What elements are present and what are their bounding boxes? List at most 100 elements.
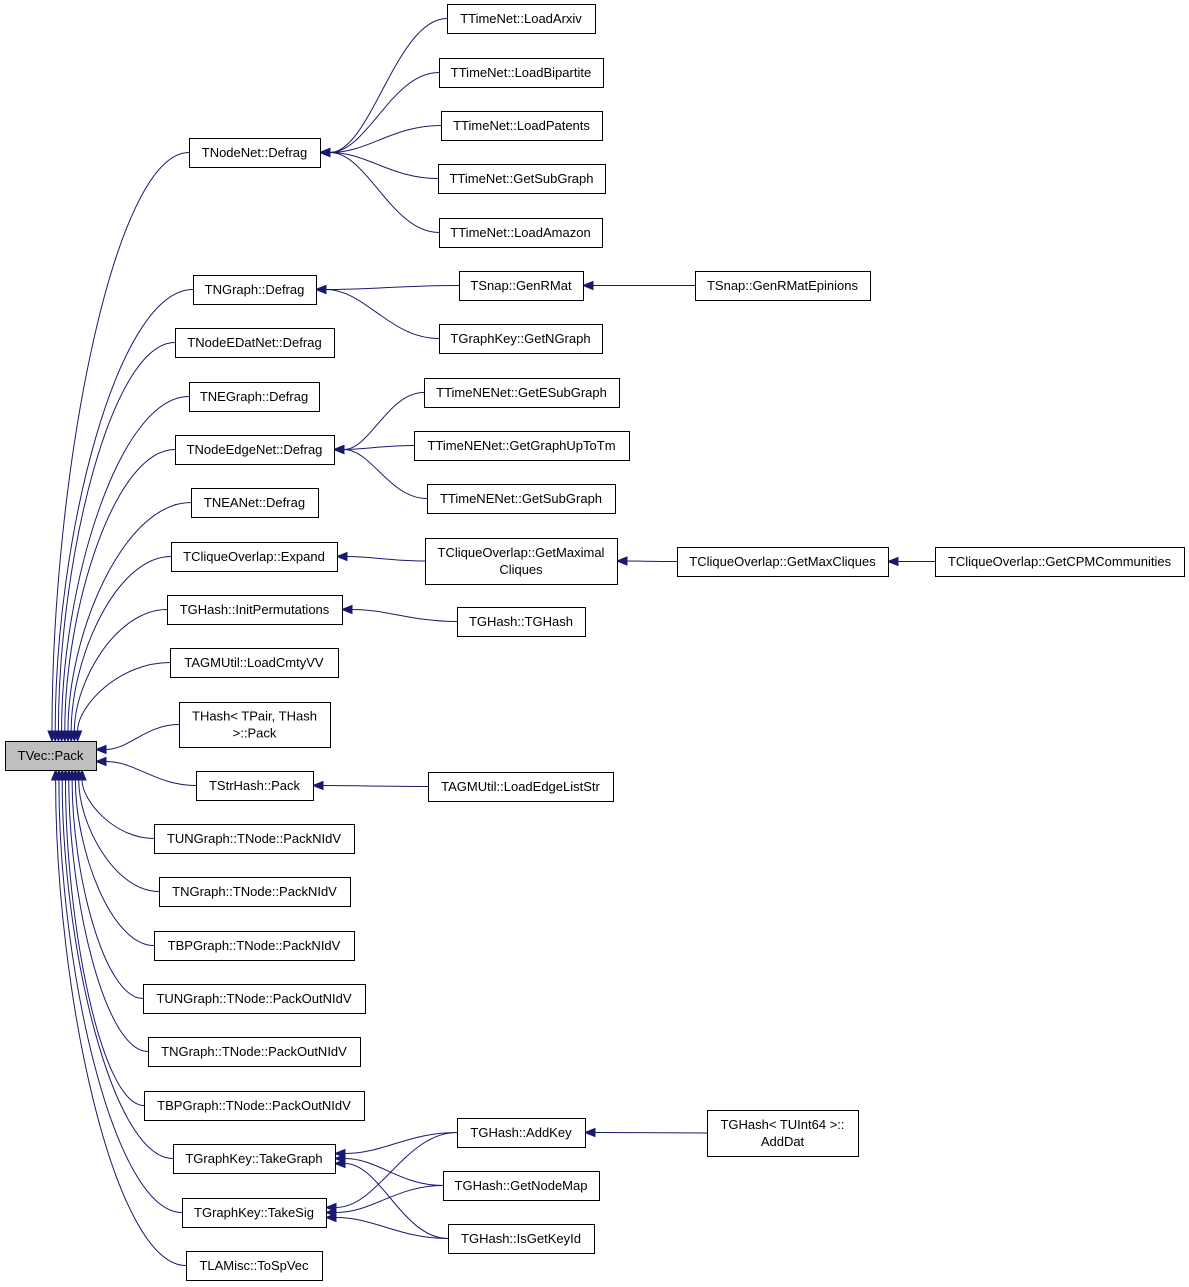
node-tnodeedatnet-defrag[interactable]: TNodeEDatNet::Defrag <box>175 328 335 358</box>
edge-tghash-tghash-arrowhead <box>340 604 353 615</box>
edge-tghash-getnodemap <box>335 1185 444 1213</box>
node-tagmutil-loadedgeliststr[interactable]: TAGMUtil::LoadEdgeListStr <box>428 772 614 802</box>
node-label: TNEGraph::Defrag <box>200 389 308 404</box>
node-box <box>427 484 616 514</box>
node-tghash-initpermutations[interactable]: TGHash::InitPermutations <box>167 595 343 625</box>
node-box <box>144 1091 365 1121</box>
edge-ttimenenet-getesubgraph <box>343 392 425 450</box>
node-box <box>707 1110 859 1157</box>
edge-tlamisc-tospvec-arrowhead <box>50 768 61 781</box>
edge-tgraphkey-takesig <box>58 779 183 1213</box>
edge-ttimenet-loadarxiv <box>329 18 448 153</box>
node-label: TGHash::AddKey <box>470 1125 572 1140</box>
node-label: TTimeNENet::GetSubGraph <box>440 491 602 506</box>
node-tneanet-defrag[interactable]: TNEANet::Defrag <box>191 488 319 518</box>
edge-tnodeedgenet-defrag <box>64 449 176 732</box>
node-label: TBPGraph::TNode::PackNIdV <box>168 938 341 953</box>
node-tgraphkey-getngraph[interactable]: TGraphKey::GetNGraph <box>439 324 603 354</box>
node-thash-tpair-thash-pack[interactable]: THash< TPair, THash>::Pack <box>179 702 331 748</box>
nodes-layer: TVec::Pack TNodeNet::DefragTNGraph::Defra… <box>5 4 1185 1281</box>
node-label: TAGMUtil::LoadCmtyVV <box>184 655 324 670</box>
node-tngraph-tnode-packoutnidv[interactable]: TNGraph::TNode::PackOutNIdV <box>148 1037 361 1067</box>
node-tghash-tuint64-adddat[interactable]: TGHash< TUInt64 >::AddDat <box>707 1110 859 1157</box>
node-tgraphkey-takesig[interactable]: TGraphKey::TakeSig <box>182 1198 327 1228</box>
edge-tghash-isgetkeyid <box>344 1163 449 1239</box>
node-label: TTimeNet::LoadBipartite <box>451 65 591 80</box>
node-tgraphkey-takegraph[interactable]: TGraphKey::TakeGraph <box>173 1144 336 1174</box>
node-box <box>441 111 603 141</box>
node-tvec-pack[interactable]: TVec::Pack <box>5 741 97 771</box>
node-label: TTimeNENet::GetESubGraph <box>436 385 607 400</box>
node-label: THash< TPair, THash <box>192 709 317 724</box>
node-tungraph-tnode-packoutnidv[interactable]: TUNGraph::TNode::PackOutNIdV <box>143 984 366 1014</box>
node-label: TTimeNet::GetSubGraph <box>449 171 593 186</box>
edge-tgraphkey-getngraph <box>325 289 440 339</box>
edges-layer <box>47 18 936 1266</box>
node-label: TUNGraph::TNode::PackNIdV <box>167 831 341 846</box>
node-label: TNGraph::TNode::PackNIdV <box>172 884 337 899</box>
node-label: TBPGraph::TNode::PackOutNIdV <box>157 1098 351 1113</box>
node-ttimenenet-getesubgraph[interactable]: TTimeNENet::GetESubGraph <box>424 378 620 408</box>
node-box <box>457 607 586 637</box>
node-box <box>179 702 331 748</box>
node-ttimenet-loadpatents[interactable]: TTimeNet::LoadPatents <box>441 111 603 141</box>
node-tcliqueoverlap-getcpmcommunities[interactable]: TCliqueOverlap::GetCPMCommunities <box>935 547 1185 577</box>
node-box <box>189 138 321 168</box>
node-ttimenet-loadbipartite[interactable]: TTimeNet::LoadBipartite <box>439 58 604 88</box>
edge-tghash-isgetkeyid <box>335 1217 449 1239</box>
node-ttimenet-loadamazon[interactable]: TTimeNet::LoadAmazon <box>439 218 603 248</box>
node-tstrhash-pack[interactable]: TStrHash::Pack <box>196 771 314 801</box>
node-tnegraph-defrag[interactable]: TNEGraph::Defrag <box>189 382 320 412</box>
node-ttimenet-getsubgraph[interactable]: TTimeNet::GetSubGraph <box>438 164 606 194</box>
edge-tghash-isgetkeyid-arrowhead <box>333 1158 346 1169</box>
node-box <box>170 648 339 678</box>
node-ttimenenet-getgraphuptotm[interactable]: TTimeNENet::GetGraphUpToTm <box>414 431 630 461</box>
node-tungraph-tnode-packnidv[interactable]: TUNGraph::TNode::PackNIdV <box>154 824 355 854</box>
node-box <box>186 1251 323 1281</box>
node-ttimenet-loadarxiv[interactable]: TTimeNet::LoadArxiv <box>447 4 596 34</box>
node-label: TNGraph::TNode::PackOutNIdV <box>161 1044 347 1059</box>
node-tsnap-genrmatepinions[interactable]: TSnap::GenRMatEpinions <box>695 271 871 301</box>
edge-tlamisc-tospvec <box>55 779 187 1266</box>
node-tagmutil-loadcmtyvv[interactable]: TAGMUtil::LoadCmtyVV <box>170 648 339 678</box>
node-label: TGHash::InitPermutations <box>180 602 330 617</box>
edge-tghash-getnodemap <box>344 1158 444 1186</box>
node-tnodeedgenet-defrag[interactable]: TNodeEdgeNet::Defrag <box>175 435 335 465</box>
edge-ttimenet-loadamazon-arrowhead <box>318 147 331 158</box>
node-label: TCliqueOverlap::GetMaximal <box>438 545 605 560</box>
node-tghash-addkey[interactable]: TGHash::AddKey <box>457 1118 586 1148</box>
node-label: TNGraph::Defrag <box>205 282 305 297</box>
edge-tungraph-tnode-packoutnidv <box>71 779 144 999</box>
edge-tagmutil-loadedgeliststr <box>322 785 429 787</box>
edge-tungraph-tnode-packnidv <box>81 779 155 839</box>
node-tghash-isgetkeyid[interactable]: TGHash::IsGetKeyId <box>448 1224 595 1254</box>
node-tcliqueoverlap-getmaxcliques[interactable]: TCliqueOverlap::GetMaxCliques <box>677 547 889 577</box>
node-tghash-tghash[interactable]: TGHash::TGHash <box>457 607 586 637</box>
node-tghash-getnodemap[interactable]: TGHash::GetNodeMap <box>443 1171 600 1201</box>
node-box <box>154 824 355 854</box>
edge-tnegraph-defrag <box>61 396 190 732</box>
edge-tghash-tuint64-adddat <box>594 1132 708 1134</box>
node-tlamisc-tospvec[interactable]: TLAMisc::ToSpVec <box>186 1251 323 1281</box>
node-label: TSnap::GenRMatEpinions <box>707 278 859 293</box>
edge-thash-tpair-thash-pack <box>105 724 180 750</box>
node-tsnap-genrmat[interactable]: TSnap::GenRMat <box>459 271 584 301</box>
node-tnodenet-defrag[interactable]: TNodeNet::Defrag <box>189 138 321 168</box>
edge-tcliqueoverlap-getmaximalcliques <box>346 556 426 562</box>
node-label: TVec::Pack <box>18 748 84 763</box>
node-tbpgraph-tnode-packoutnidv[interactable]: TBPGraph::TNode::PackOutNIdV <box>144 1091 365 1121</box>
edge-ttimenenet-getgraphuptotm <box>343 445 415 450</box>
node-ttimenenet-getsubgraph[interactable]: TTimeNENet::GetSubGraph <box>427 484 616 514</box>
node-tngraph-tnode-packnidv[interactable]: TNGraph::TNode::PackNIdV <box>159 877 351 907</box>
node-tcliqueoverlap-expand[interactable]: TCliqueOverlap::Expand <box>171 542 338 572</box>
node-label: TLAMisc::ToSpVec <box>199 1258 309 1273</box>
node-tngraph-defrag[interactable]: TNGraph::Defrag <box>193 275 317 305</box>
edge-tgraphkey-getngraph-arrowhead <box>314 284 327 295</box>
node-box <box>154 931 355 961</box>
edge-tbpgraph-tnode-packnidv <box>74 779 155 946</box>
node-box <box>167 595 343 625</box>
node-tbpgraph-tnode-packnidv[interactable]: TBPGraph::TNode::PackNIdV <box>154 931 355 961</box>
edge-tagmutil-loadcmtyvv <box>77 662 171 732</box>
